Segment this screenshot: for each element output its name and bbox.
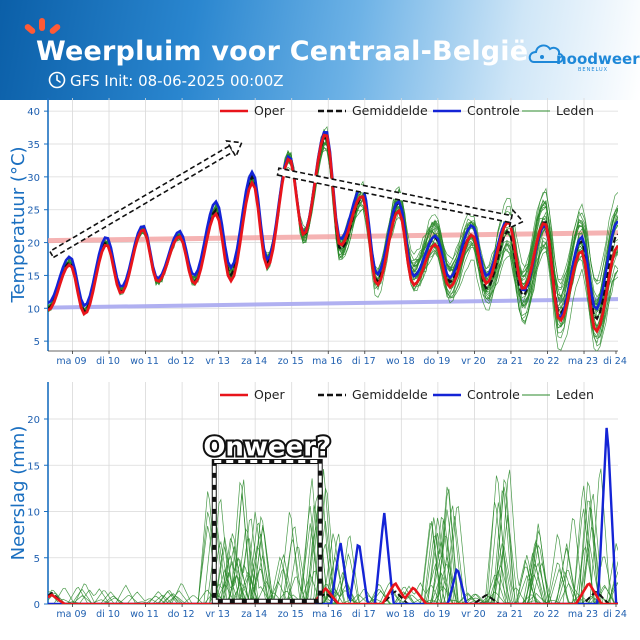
precipitation-chart: 0 5 10 15 20 ma 09 di 10 wo 11 do 12 vr 13 za 14 zo… — [8, 382, 627, 620]
temperature-chart: 5 10 15 20 25 30 35 40 ma 09 di 10 wo 11 do 12 vr 13… — [8, 98, 627, 367]
member-line — [48, 495, 618, 604]
x-tick-label: do 12 — [168, 609, 195, 620]
trend-arrow-head — [508, 208, 525, 230]
logo-text: noodweer — [556, 50, 640, 68]
cloud-logo-icon — [528, 44, 564, 63]
y-tick-label: 10 — [27, 304, 40, 315]
x-tick-label: vr 13 — [205, 609, 230, 620]
x-tick-label: do 12 — [168, 356, 195, 367]
x-tick-label: wo 18 — [386, 609, 415, 620]
plot-area — [48, 427, 618, 604]
logo-subtext: BENELUX — [578, 67, 609, 73]
y-tick-label: 5 — [34, 337, 40, 348]
x-tick-label: za 14 — [241, 356, 267, 367]
x-tick-label: di 17 — [352, 356, 376, 367]
plot-area — [48, 126, 618, 351]
y-tick-label: 20 — [27, 239, 40, 250]
legend-label: Controle — [467, 103, 520, 118]
x-tick-label: zo 22 — [534, 609, 560, 620]
y-tick-label: 10 — [27, 508, 40, 519]
x-tick-label: wo 18 — [386, 356, 415, 367]
y-tick-label: 5 — [34, 554, 40, 565]
legend-label: Oper — [254, 103, 285, 118]
y-axis-label: Temperatuur (°C) — [8, 146, 29, 303]
x-tick-label: wo 11 — [130, 609, 159, 620]
x-tick-label: ma 16 — [312, 356, 342, 367]
y-tick-label: 15 — [27, 461, 40, 472]
storm-box-dash — [212, 460, 322, 603]
y-tick-label: 0 — [34, 600, 40, 611]
legend-label: Gemiddelde — [352, 103, 428, 118]
clock-icon — [48, 71, 66, 89]
x-tick-label: vr 13 — [205, 356, 230, 367]
y-axis-label: Neerslag (mm) — [8, 426, 29, 561]
y-tick-label: 40 — [27, 107, 40, 118]
member-line — [48, 510, 618, 604]
y-tick-label: 35 — [27, 140, 40, 151]
x-tick-label: zo 22 — [534, 356, 560, 367]
legend-label: Oper — [254, 387, 285, 402]
legend-label: Leden — [556, 387, 594, 402]
member-line — [48, 132, 618, 321]
member-line — [48, 137, 618, 313]
member-line — [48, 505, 618, 604]
member-line — [48, 475, 618, 604]
x-tick-label: wo 11 — [130, 356, 159, 367]
legend-label: Gemiddelde — [352, 387, 428, 402]
member-line — [48, 488, 618, 604]
x-tick-label: di 10 — [96, 356, 120, 367]
y-tick-label: 30 — [27, 173, 40, 184]
normal-min-band — [48, 297, 618, 310]
x-tick-label: di 17 — [352, 609, 376, 620]
member-line — [48, 486, 618, 604]
x-tick-label: ma 09 — [56, 609, 86, 620]
trend-arrow-head — [225, 140, 243, 159]
x-tick-label: do 19 — [423, 609, 450, 620]
member-line — [48, 489, 618, 604]
normal-max-band — [48, 230, 618, 244]
x-tick-label: za 14 — [241, 609, 267, 620]
trend-arrow — [48, 144, 235, 259]
member-line — [48, 131, 618, 315]
header-banner — [0, 0, 640, 100]
x-tick-label: ma 23 — [568, 609, 598, 620]
x-tick-label: zo 15 — [278, 356, 304, 367]
legend-label: Controle — [467, 387, 520, 402]
x-tick-label: ma 09 — [56, 356, 86, 367]
init-time: GFS Init: 08-06-2025 00:00Z — [70, 72, 284, 90]
y-tick-label: 15 — [27, 271, 40, 282]
y-tick-label: 20 — [27, 415, 40, 426]
sun-rays-icon — [24, 18, 61, 34]
x-tick-label: za 21 — [497, 609, 523, 620]
x-tick-label: za 21 — [497, 356, 523, 367]
y-tick-label: 25 — [27, 206, 40, 217]
mean-line — [48, 136, 618, 321]
x-tick-label: di 24 — [603, 356, 627, 367]
x-tick-label: do 19 — [423, 356, 450, 367]
member-line — [48, 478, 618, 604]
storm-label: Onweer? — [203, 433, 331, 463]
x-tick-label: di 10 — [96, 609, 120, 620]
oper-line — [48, 133, 618, 334]
x-tick-label: ma 23 — [568, 356, 598, 367]
legend-label: Leden — [556, 103, 594, 118]
oper-line — [48, 581, 618, 604]
member-line — [48, 136, 618, 314]
page-title: Weerpluim voor Centraal-België — [36, 36, 529, 67]
x-tick-label: di 24 — [603, 609, 627, 620]
x-tick-label: ma 16 — [312, 609, 342, 620]
control-line — [48, 427, 618, 604]
x-tick-label: vr 20 — [461, 609, 486, 620]
x-tick-label: vr 20 — [461, 356, 486, 367]
x-tick-label: zo 15 — [278, 609, 304, 620]
member-line — [48, 129, 618, 315]
